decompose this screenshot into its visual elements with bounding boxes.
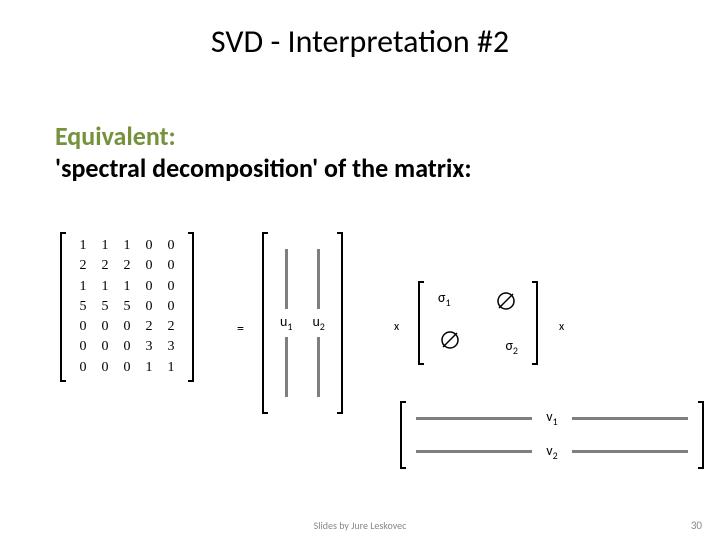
- matrix-a-cell: 0: [94, 317, 116, 337]
- times-sign-2: x: [559, 320, 564, 334]
- empty-set-icon: [440, 330, 460, 355]
- horizontal-line-icon: [416, 450, 532, 453]
- matrix-u-inner: u1 u2: [268, 232, 337, 414]
- matrix-a-cell: 0: [160, 297, 182, 317]
- vertical-line-icon: [317, 337, 320, 397]
- matrix-a-row: 11100: [72, 236, 182, 256]
- matrix-a-cell: 5: [94, 297, 116, 317]
- u-column: u1: [280, 249, 292, 397]
- horizontal-line-icon: [572, 450, 688, 453]
- bracket-right: [532, 281, 538, 365]
- u-label: u2: [312, 313, 324, 333]
- horizontal-line-icon: [572, 417, 688, 420]
- matrix-a-cell: 0: [160, 256, 182, 276]
- matrix-a-cell: 0: [72, 337, 94, 357]
- matrix-v: v1 v2: [400, 401, 704, 469]
- matrix-a-cell: 0: [160, 236, 182, 256]
- matrix-a-cell: 1: [72, 236, 94, 256]
- matrix-a-cell: 0: [138, 236, 160, 256]
- matrix-a-cell: 0: [72, 358, 94, 378]
- v-label: v1: [542, 408, 562, 428]
- matrix-a-cell: 5: [116, 297, 138, 317]
- matrix-u: u1 u2: [262, 232, 343, 414]
- matrix-a-cell: 2: [116, 256, 138, 276]
- matrix-a-cell: 1: [94, 277, 116, 297]
- subtitle-line2: 'spectral decomposition' of the matrix:: [55, 152, 472, 184]
- matrix-a-row: 00022: [72, 317, 182, 337]
- matrix-a-cell: 3: [138, 337, 160, 357]
- matrix-a-cell: 1: [72, 277, 94, 297]
- u-label: u1: [280, 313, 292, 333]
- page-number: 30: [691, 519, 702, 532]
- matrix-a-cell: 1: [138, 358, 160, 378]
- matrix-v-inner: v1 v2: [406, 401, 698, 469]
- matrix-a-cell: 0: [94, 337, 116, 357]
- matrix-a-cell: 0: [94, 358, 116, 378]
- empty-set-icon: [496, 291, 516, 316]
- times-sign-1: x: [394, 320, 399, 334]
- matrix-a-cell: 2: [94, 256, 116, 276]
- vertical-line-icon: [285, 337, 288, 397]
- matrix-a-cell: 0: [138, 297, 160, 317]
- matrix-a-cell: 1: [160, 358, 182, 378]
- matrix-sigma-inner: σ1 σ2: [424, 281, 532, 365]
- horizontal-line-icon: [416, 417, 532, 420]
- v-row: v1: [416, 408, 688, 428]
- subtitle-line1: Equivalent:: [55, 120, 472, 152]
- v-row: v2: [416, 442, 688, 462]
- matrix-a-cell: 3: [160, 337, 182, 357]
- sigma-2-label: σ2: [505, 337, 518, 357]
- page-title: SVD - Interpretation #2: [0, 0, 720, 61]
- matrix-a-cell: 0: [72, 317, 94, 337]
- matrix-a-row: 55500: [72, 297, 182, 317]
- matrix-a-cell: 1: [116, 277, 138, 297]
- matrix-a-row: 22200: [72, 256, 182, 276]
- matrix-a-cell: 0: [116, 337, 138, 357]
- matrix-a-row: 00011: [72, 358, 182, 378]
- matrix-a-row: 11100: [72, 277, 182, 297]
- matrix-a-cell: 0: [138, 277, 160, 297]
- subtitle-block: Equivalent: 'spectral decomposition' of …: [55, 120, 472, 184]
- matrix-a-cell: 0: [116, 358, 138, 378]
- matrix-a-cell: 2: [138, 317, 160, 337]
- matrix-a: 11100222001110055500000220003300011: [60, 232, 194, 382]
- bracket-right: [188, 232, 194, 382]
- matrix-a-cell: 0: [138, 256, 160, 276]
- matrix-a-cell: 2: [72, 256, 94, 276]
- vertical-line-icon: [317, 249, 320, 309]
- u-column: u2: [312, 249, 324, 397]
- footer-credit: Slides by Jure Leskovec: [0, 519, 720, 532]
- matrix-sigma: σ1 σ2: [418, 281, 538, 365]
- matrix-a-cell: 0: [116, 317, 138, 337]
- matrix-a-cell: 5: [72, 297, 94, 317]
- vertical-line-icon: [285, 249, 288, 309]
- sigma-1-label: σ1: [438, 289, 451, 309]
- matrix-a-cell: 1: [116, 236, 138, 256]
- equals-sign: =: [237, 320, 244, 337]
- bracket-right: [337, 232, 343, 414]
- matrix-a-row: 00033: [72, 337, 182, 357]
- matrix-a-cell: 1: [94, 236, 116, 256]
- matrix-a-grid: 11100222001110055500000220003300011: [66, 232, 188, 382]
- bracket-right: [698, 401, 704, 469]
- v-label: v2: [542, 442, 562, 462]
- matrix-a-cell: 0: [160, 277, 182, 297]
- matrix-a-cell: 2: [160, 317, 182, 337]
